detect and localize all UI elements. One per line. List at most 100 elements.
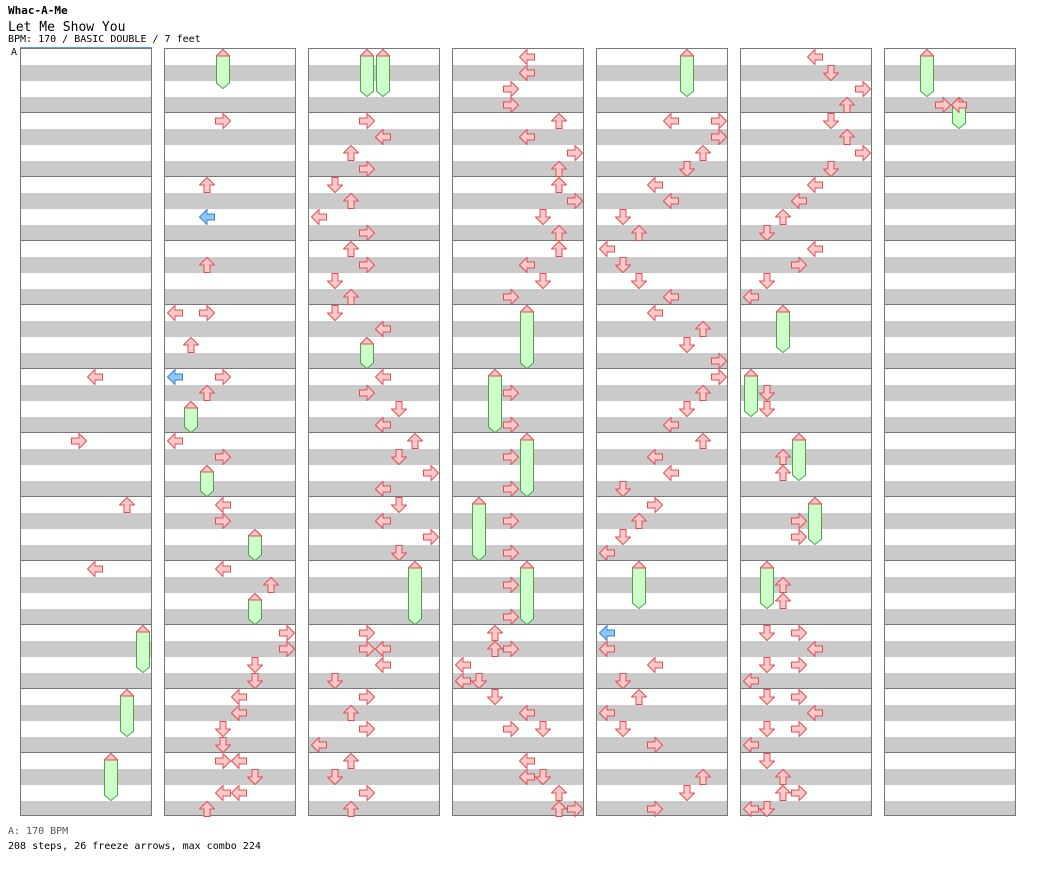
arrow-right-icon: [279, 640, 296, 658]
measure-divider: [21, 432, 151, 433]
arrow-down-icon: [614, 721, 632, 738]
measure-divider: [309, 432, 439, 433]
freeze-arrow: [360, 337, 374, 369]
arrow-right-icon: [503, 544, 520, 562]
arrow-left-icon: [166, 304, 183, 322]
chart-column-6: [740, 48, 872, 818]
arrow-right-icon: [359, 112, 376, 130]
arrow-left-icon: [790, 192, 807, 210]
shock-arrow-left-icon: [166, 368, 183, 386]
measure-divider: [165, 560, 295, 561]
measure-divider: [453, 112, 583, 113]
measure-divider: [885, 496, 1015, 497]
freeze-arrow: [744, 369, 758, 417]
freeze-arrow: [632, 561, 646, 609]
freeze-arrow: [808, 497, 822, 545]
measure-divider: [309, 304, 439, 305]
arrow-down-icon: [246, 657, 264, 674]
arrow-left-icon: [86, 368, 103, 386]
measure-divider: [453, 368, 583, 369]
measure-divider: [741, 624, 871, 625]
arrow-right-icon: [215, 448, 232, 466]
arrow-down-icon: [758, 401, 776, 418]
arrow-up-icon: [342, 704, 360, 721]
arrow-right-icon: [791, 688, 808, 706]
measure-divider: [309, 624, 439, 625]
arrow-down-icon: [326, 769, 344, 786]
measure-divider: [165, 496, 295, 497]
measure-divider: [21, 752, 151, 753]
arrow-down-icon: [214, 737, 232, 754]
arrow-up-icon: [774, 576, 792, 593]
arrow-up-icon: [774, 784, 792, 801]
measure-divider: [597, 304, 727, 305]
arrow-right-icon: [503, 80, 520, 98]
arrow-right-icon: [647, 800, 664, 818]
measure-divider: [453, 752, 583, 753]
arrow-right-icon: [359, 256, 376, 274]
measure-divider: [453, 624, 583, 625]
arrow-down-icon: [614, 673, 632, 690]
arrow-left-icon: [518, 64, 535, 82]
arrow-left-icon: [374, 512, 391, 530]
chart-column-1: [20, 48, 152, 816]
arrow-up-icon: [342, 288, 360, 305]
arrow-right-icon: [791, 528, 808, 546]
arrow-left-icon: [806, 240, 823, 258]
measure-divider: [741, 240, 871, 241]
arrow-right-icon: [791, 656, 808, 674]
arrow-up-icon: [550, 160, 568, 177]
arrow-down-icon: [630, 273, 648, 290]
arrow-right-icon: [71, 432, 88, 450]
arrow-up-icon: [630, 688, 648, 705]
arrow-left-icon: [86, 560, 103, 578]
arrow-right-icon: [359, 688, 376, 706]
measure-divider: [165, 176, 295, 177]
arrow-left-icon: [806, 640, 823, 658]
arrow-left-icon: [598, 240, 615, 258]
measure-divider: [885, 304, 1015, 305]
arrow-right-icon: [359, 224, 376, 242]
chart-column-2: [164, 48, 296, 817]
arrow-left-icon: [374, 128, 391, 146]
arrow-left-icon: [806, 704, 823, 722]
arrow-right-icon: [855, 144, 872, 162]
freeze-arrow: [200, 465, 214, 497]
arrow-left-icon: [230, 704, 247, 722]
measure-divider: [453, 432, 583, 433]
measure-divider: [453, 496, 583, 497]
freeze-arrow: [376, 49, 390, 97]
arrow-left-icon: [742, 800, 759, 818]
measure-divider: [885, 624, 1015, 625]
measure-divider: [597, 752, 727, 753]
measure-divider: [885, 432, 1015, 433]
arrow-down-icon: [822, 65, 840, 82]
shock-arrow-left-icon: [198, 208, 215, 226]
arrow-down-icon: [246, 673, 264, 690]
chart-info: BPM: 170 / BASIC DOUBLE / 7 feet: [8, 34, 201, 45]
arrow-left-icon: [518, 128, 535, 146]
arrow-right-icon: [423, 464, 440, 482]
arrow-left-icon: [374, 416, 391, 434]
arrow-up-icon: [342, 800, 360, 817]
arrow-down-icon: [758, 385, 776, 402]
chart-stats: 208 steps, 26 freeze arrows, max combo 2…: [8, 841, 261, 852]
arrow-right-icon: [503, 96, 520, 114]
arrow-down-icon: [214, 721, 232, 738]
freeze-arrow: [760, 561, 774, 609]
arrow-left-icon: [166, 432, 183, 450]
arrow-left-icon: [454, 656, 471, 674]
arrow-left-icon: [214, 784, 231, 802]
arrow-left-icon: [598, 544, 615, 562]
arrow-up-icon: [342, 144, 360, 161]
arrow-down-icon: [534, 273, 552, 290]
measure-divider: [165, 752, 295, 753]
measure-divider: [741, 368, 871, 369]
measure-divider: [165, 112, 295, 113]
arrow-up-icon: [838, 128, 856, 145]
arrow-up-icon: [694, 768, 712, 785]
arrow-down-icon: [390, 449, 408, 466]
bpm-legend: A: 170 BPM: [8, 826, 69, 837]
arrow-up-icon: [198, 800, 216, 817]
freeze-arrow: [184, 401, 198, 433]
